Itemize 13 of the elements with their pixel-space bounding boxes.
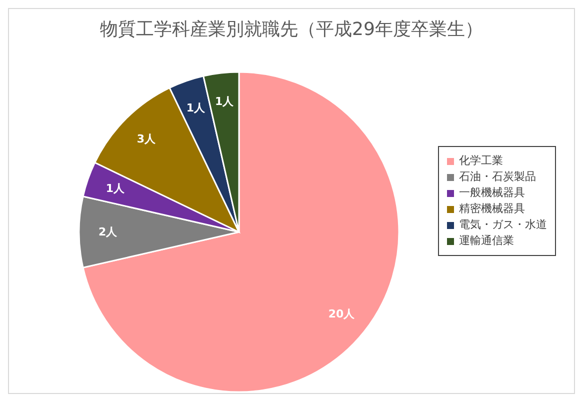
chart-title: 物質工学科産業別就職先（平成29年度卒業生） <box>99 18 484 41</box>
data-label: 2人 <box>98 226 118 238</box>
data-label: 1人 <box>214 95 235 108</box>
legend-label: 精密機械器具 <box>459 201 525 217</box>
data-label: 20人 <box>328 307 356 320</box>
data-label: 3人 <box>136 132 157 146</box>
legend-label: 電気・ガス・水道 <box>459 217 547 233</box>
legend-label: 化学工業 <box>459 153 503 169</box>
legend-label: 運輸通信業 <box>459 233 514 249</box>
data-label: 1人 <box>106 182 126 196</box>
legend-label: 石油・石炭製品 <box>459 169 536 185</box>
data-label: 1人 <box>186 102 206 115</box>
legend-label: 一般機械器具 <box>459 185 525 201</box>
